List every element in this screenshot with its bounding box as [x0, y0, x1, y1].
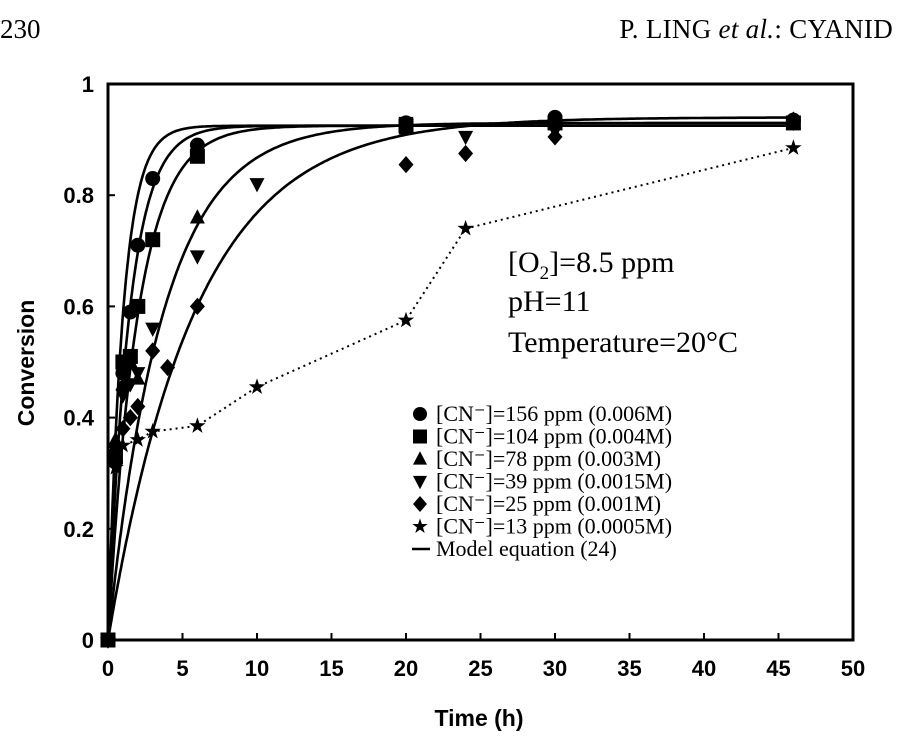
data-point-square	[145, 232, 161, 248]
x-tick-label: 45	[766, 656, 790, 681]
data-point-star	[457, 219, 474, 236]
legend-model-label: Model equation (24)	[436, 536, 617, 561]
y-tick-label: 0	[82, 628, 94, 653]
legend-entry-label: [CN⁻]=156 ppm (0.006M)	[436, 401, 672, 426]
legend-marker-triangle-up	[413, 451, 427, 465]
oxygen-suffix: ]=8.5 ppm	[549, 246, 674, 279]
data-point-star	[114, 436, 132, 453]
data-point-triangle-down	[115, 389, 131, 404]
legend-entry-label: [CN⁻]=104 ppm (0.004M)	[436, 424, 672, 449]
data-point-star	[99, 631, 117, 647]
model-curve	[106, 116, 794, 641]
data-point-diamond	[115, 420, 131, 438]
y-axis-label: Conversion	[13, 300, 39, 427]
legend-entry-label: [CN⁻]=78 ppm (0.003M)	[436, 446, 661, 471]
x-tick-label: 15	[319, 656, 343, 681]
data-point-triangle-up	[122, 353, 138, 368]
data-point-diamond	[160, 358, 176, 377]
x-tick-label: 50	[841, 656, 865, 681]
data-point-diamond	[398, 155, 414, 174]
data-point-star	[397, 311, 415, 328]
page-number: 230	[0, 14, 41, 44]
data-point-star	[189, 417, 206, 433]
legend-marker-square	[413, 429, 427, 444]
data-point-triangle-up	[189, 209, 205, 224]
legend-entry-label: [CN⁻]=39 ppm (0.0015M)	[436, 469, 672, 494]
x-tick-label: 35	[617, 656, 641, 681]
data-point-triangle-down	[130, 367, 146, 382]
data-point-circle	[130, 237, 146, 253]
oxygen-subscript: 2	[540, 263, 550, 284]
oxygen-prefix: [O	[508, 246, 540, 279]
data-point-diamond	[547, 128, 563, 146]
data-point-square	[189, 148, 205, 164]
legend-marker-diamond	[413, 495, 427, 513]
x-tick-label: 20	[394, 656, 418, 681]
data-point-circle	[145, 171, 161, 187]
legend-marker-circle	[413, 407, 427, 421]
data-point-triangle-down	[249, 178, 265, 193]
conditions-annotation: [O2]=8.5 ppm pH=11 Temperature=20°C	[508, 246, 738, 359]
data-point-triangle-down	[145, 322, 161, 337]
data-point-square	[130, 298, 146, 314]
legend-entry-label: [CN⁻]=13 ppm (0.0005M)	[436, 514, 672, 539]
data-point-star	[129, 431, 146, 447]
legend-marker-triangle-down	[413, 475, 427, 490]
y-tick-label: 0.6	[63, 294, 94, 319]
running-head: P. LING et al.: CYANID	[619, 14, 893, 45]
data-point-diamond	[122, 408, 138, 427]
data-point-triangle-up	[115, 375, 131, 391]
data-point-diamond	[458, 144, 474, 163]
x-tick-label: 5	[176, 656, 188, 681]
model-curve	[106, 124, 794, 641]
data-point-triangle-down	[458, 130, 474, 146]
oxygen-condition: [O2]=8.5 ppm	[508, 246, 674, 284]
ph-condition: pH=11	[508, 285, 590, 318]
data-point-star	[248, 378, 266, 394]
data-point-star	[107, 459, 124, 475]
data-point-diamond	[785, 111, 801, 129]
x-tick-label: 30	[543, 656, 567, 681]
data-point-diamond	[145, 342, 161, 360]
x-axis-label: Time (h)	[434, 705, 523, 731]
running-head-etal: et al.	[718, 14, 775, 44]
running-head-rest: : CYANID	[774, 14, 893, 44]
data-point-triangle-down	[189, 250, 205, 265]
data-point-diamond	[130, 397, 146, 416]
data-point-star	[144, 422, 161, 439]
y-tick-label: 0.8	[63, 183, 94, 208]
x-tick-label: 10	[245, 656, 269, 681]
model-curve	[106, 121, 794, 641]
legend-entry-label: [CN⁻]=25 ppm (0.001M)	[436, 491, 661, 516]
legend-marker-star	[412, 518, 428, 533]
legend: [CN⁻]=156 ppm (0.006M)[CN⁻]=104 ppm (0.0…	[412, 401, 672, 561]
x-tick-label: 40	[692, 656, 716, 681]
x-tick-label: 0	[102, 656, 114, 681]
y-tick-label: 1	[82, 72, 94, 97]
x-tick-label: 25	[468, 656, 492, 681]
data-point-diamond	[189, 297, 205, 316]
data-point-triangle-down	[122, 378, 138, 393]
temperature-condition: Temperature=20°C	[508, 326, 738, 359]
series-line-13ppm	[107, 146, 794, 641]
y-tick-label: 0.2	[63, 517, 94, 542]
running-head-authors: P. LING	[619, 14, 719, 44]
y-tick-label: 0.4	[63, 406, 94, 431]
data-point-star	[785, 139, 802, 155]
data-point-triangle-down	[398, 116, 414, 132]
